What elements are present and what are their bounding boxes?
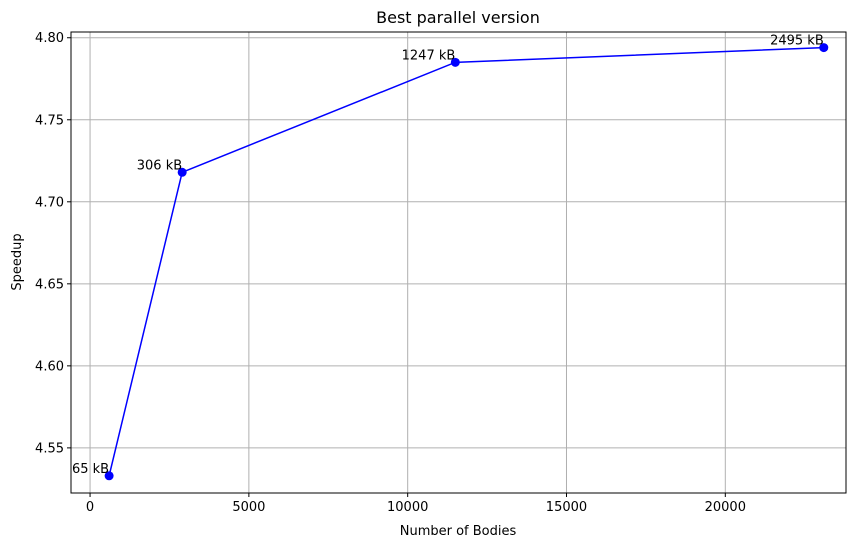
point-label: 65 kB xyxy=(72,462,109,477)
y-tick-label: 4.75 xyxy=(35,113,64,128)
axis-ticks: 0 5000 10000 15000 20000 4.55 4.60 4.65 4.70 4.75… xyxy=(35,31,746,515)
x-tick-label: 0 xyxy=(86,500,94,515)
y-tick-label: 4.70 xyxy=(35,195,64,210)
point-label: 2495 kB xyxy=(770,34,824,49)
grid xyxy=(71,32,846,493)
data-point xyxy=(450,57,460,67)
x-tick-label: 20000 xyxy=(705,500,746,515)
point-label: 306 kB xyxy=(137,158,182,173)
chart-title: Best parallel version xyxy=(376,8,540,27)
point-label: 1247 kB xyxy=(402,48,456,63)
x-tick-label: 10000 xyxy=(387,500,428,515)
y-tick-label: 4.60 xyxy=(35,359,64,374)
y-tick-label: 4.80 xyxy=(35,31,64,46)
data-point xyxy=(177,167,187,177)
x-tick-label: 5000 xyxy=(232,500,265,515)
series-line xyxy=(108,46,824,476)
y-tick-label: 4.65 xyxy=(35,277,64,292)
series-layer: 65 kB 306 kB 1247 kB 2495 kB xyxy=(72,34,829,481)
y-tick-label: 4.55 xyxy=(35,441,64,456)
x-tick-label: 15000 xyxy=(546,500,587,515)
data-point xyxy=(819,43,829,53)
plot-frame xyxy=(70,31,847,494)
data-point xyxy=(104,471,114,481)
y-axis-label: Speedup xyxy=(10,233,25,290)
x-axis-label: Number of Bodies xyxy=(400,524,517,539)
